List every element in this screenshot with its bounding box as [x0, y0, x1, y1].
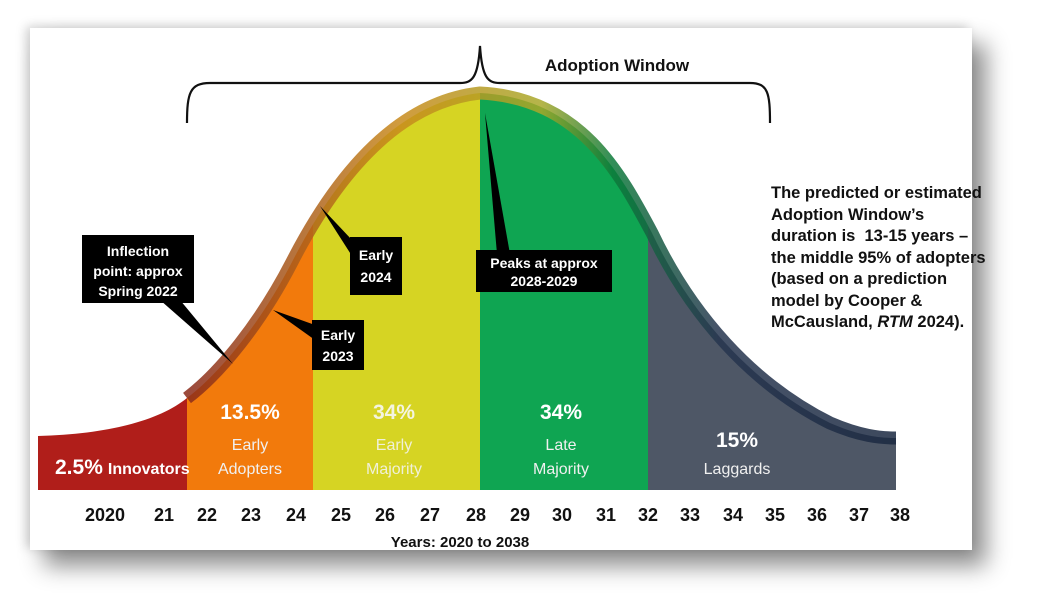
year-tick-label: 33: [680, 505, 700, 525]
year-axis: 2020 21 22 23 24 25 26 27 28 29 30 31 32 33 34 35 36 37 38: [85, 505, 910, 525]
diagram-card: Adoption Window 2.5% Innovators 13.5% Ear…: [30, 28, 986, 550]
note-line-4: the middle 95% of adopters: [771, 248, 986, 267]
note-line-5: (based on a prediction: [771, 270, 948, 288]
callout-early-2023-line2: 2023: [322, 348, 353, 364]
year-tick-label: 36: [807, 505, 827, 525]
early-adopters-line1: Early: [232, 437, 268, 454]
note-line-7c: 2024).: [912, 313, 965, 331]
adoption-window-title: Adoption Window: [545, 56, 690, 75]
callout-early-2024-line1: Early: [359, 247, 393, 263]
innovators-label: 2.5% Innovators: [55, 456, 190, 479]
year-tick-label: 23: [241, 505, 261, 525]
year-tick-label: 29: [510, 505, 530, 525]
year-tick-label: 38: [890, 505, 910, 525]
early-adopters-percent: 13.5%: [220, 401, 280, 424]
curve-rim: [183, 86, 897, 445]
callout-inflection-line3: Spring 2022: [98, 283, 178, 299]
late-majority-line1: Late: [545, 437, 576, 454]
note-line-7a: McCausland,: [771, 313, 878, 331]
year-tick-label: 34: [723, 505, 743, 525]
early-majority-line1: Early: [376, 437, 412, 454]
adoption-window-bracket: [185, 45, 772, 124]
callout-peak-line1: Peaks at approx: [490, 255, 598, 271]
adoption-curve-diagram: Adoption Window 2.5% Innovators 13.5% Ear…: [38, 45, 910, 550]
note-line-7b: RTM: [877, 313, 913, 331]
year-tick-label: 37: [849, 505, 869, 525]
year-tick-label: 24: [286, 505, 306, 525]
year-tick-label: 25: [331, 505, 351, 525]
note-line-3: duration is 13-15 years –: [771, 227, 969, 245]
laggards-percent: 15%: [716, 429, 758, 452]
year-tick-label: 30: [552, 505, 572, 525]
callout-inflection-line1: Inflection: [107, 243, 169, 259]
early-adopters-line2: Adopters: [218, 461, 282, 478]
adoption-window-note: The predicted or estimated Adoption Wind…: [771, 183, 1006, 334]
note-line-2: Adoption Window’s: [771, 205, 925, 224]
callout-early-2023-line1: Early: [321, 327, 355, 343]
callout-inflection: Inflection point: approx Spring 2022: [82, 235, 233, 364]
year-tick-label: 31: [596, 505, 616, 525]
callout-inflection-line2: point: approx: [93, 263, 183, 279]
x-axis-title: Years: 2020 to 2038: [391, 534, 529, 550]
note-line-6: model by Cooper &: [771, 291, 923, 310]
year-tick-label: 32: [638, 505, 658, 525]
early-majority-line2: Majority: [366, 461, 422, 478]
callout-early-2023: Early 2023: [273, 310, 364, 370]
year-tick-label: 28: [466, 505, 486, 525]
callout-early-2024-line2: 2024: [360, 269, 391, 285]
year-tick-label: 27: [420, 505, 440, 525]
year-tick-label: 22: [197, 505, 217, 525]
year-tick-label: 2020: [85, 505, 125, 525]
year-tick-label: 35: [765, 505, 785, 525]
callout-peak: Peaks at approx 2028-2029: [476, 113, 612, 292]
early-majority-percent: 34%: [373, 401, 415, 424]
late-majority-percent: 34%: [540, 401, 582, 424]
year-tick-label: 21: [154, 505, 174, 525]
year-tick-label: 26: [375, 505, 395, 525]
callout-early-2024: Early 2024: [320, 206, 402, 295]
laggards-label: Laggards: [704, 461, 771, 478]
callout-peak-line2: 2028-2029: [511, 273, 578, 289]
note-line-1: The predicted or estimated: [771, 184, 982, 202]
late-majority-line2: Majority: [533, 461, 589, 478]
